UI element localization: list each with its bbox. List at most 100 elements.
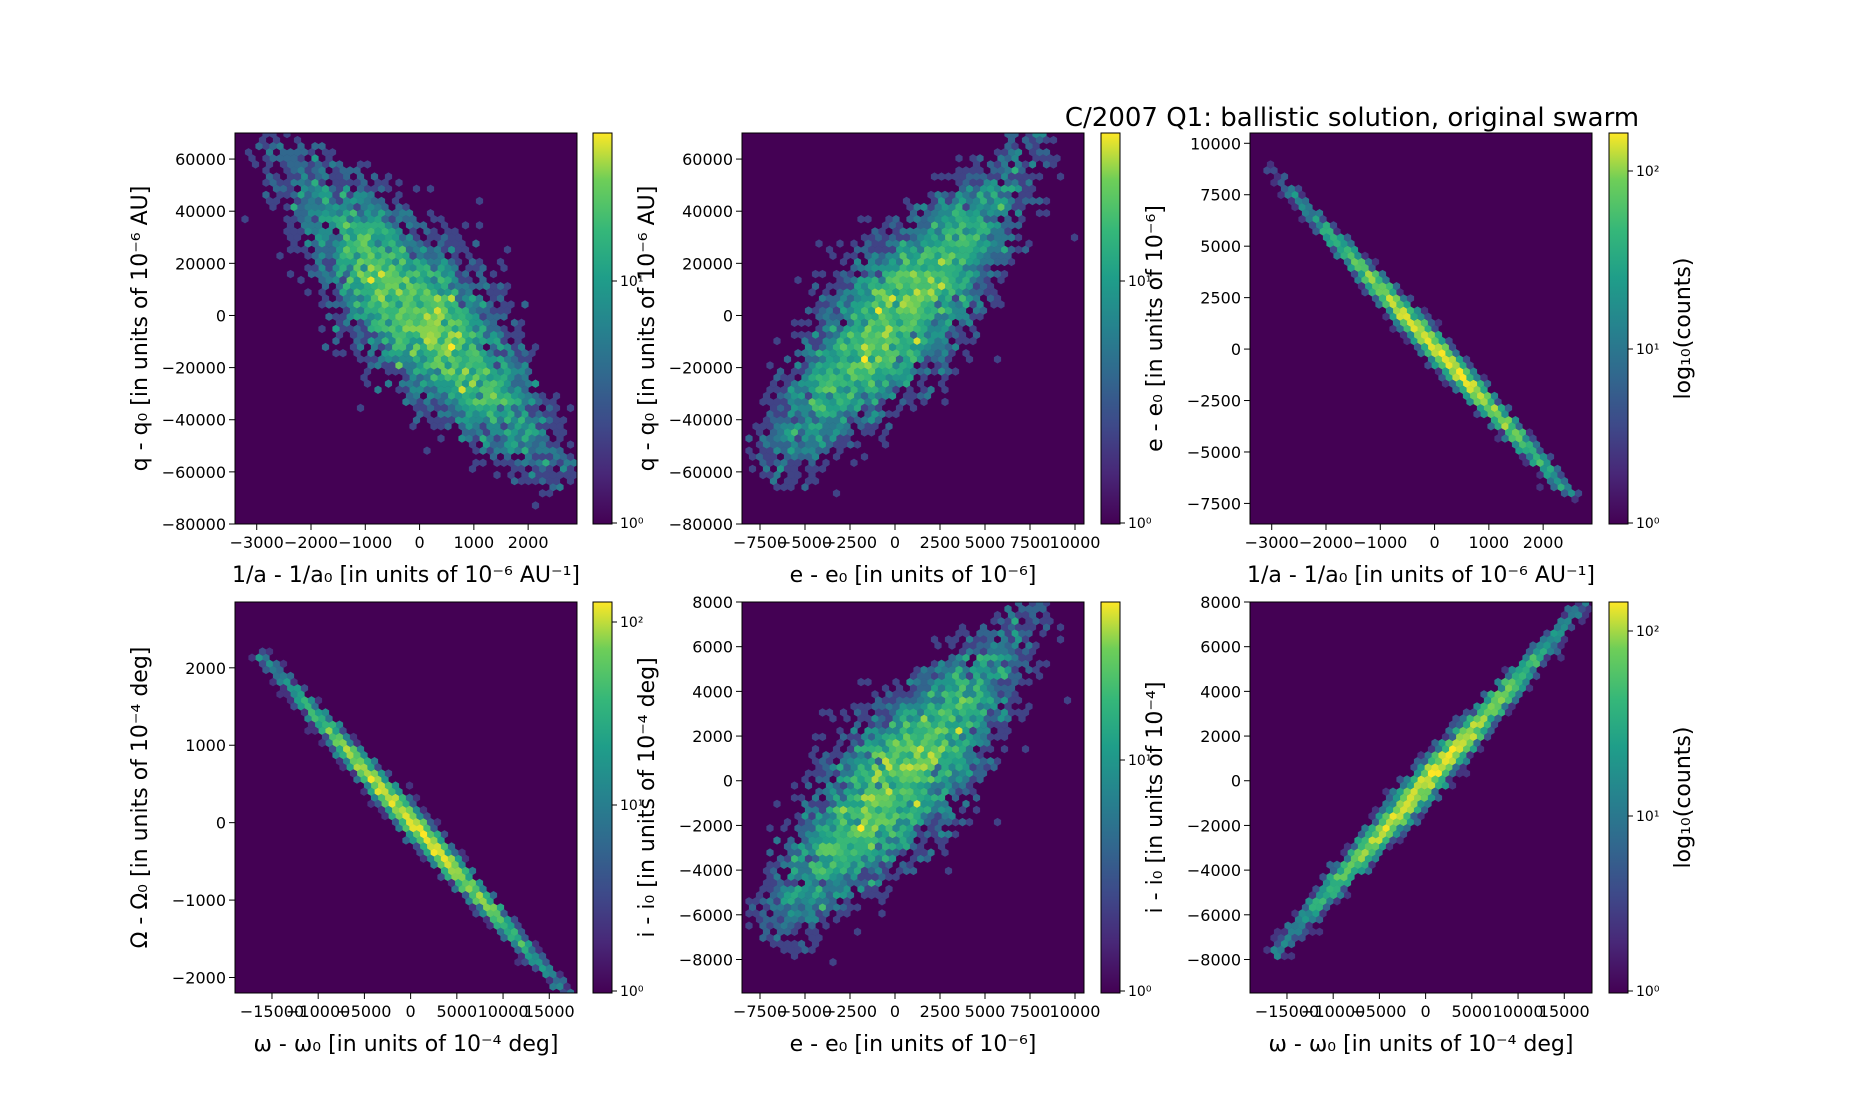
hexbin-cell (346, 251, 354, 260)
hexbin-cell (542, 970, 550, 979)
hexbin-cell (829, 958, 837, 967)
hexbin-cell (857, 677, 865, 687)
hexbin-cell (507, 434, 515, 443)
hexbin-cell (367, 202, 375, 212)
hexbin-cell (1004, 202, 1012, 212)
hexbin-cell (304, 166, 312, 175)
hexbin-cell (276, 142, 284, 151)
hexbin-cell (776, 939, 785, 949)
hexbin-cell (391, 793, 400, 802)
hexbin-cell (1273, 172, 1282, 181)
hexbin-cell (1319, 897, 1327, 906)
hexbin-cell (976, 239, 984, 248)
hexbin-cell (983, 677, 991, 687)
hexbin-cell (951, 269, 960, 279)
hexbin-cell (287, 124, 294, 132)
hexbin-cell (524, 416, 533, 425)
hexbin-cell (990, 690, 998, 699)
hexbin-cell (479, 884, 487, 894)
hexbin-cell (258, 135, 267, 145)
hexbin-cell (297, 227, 305, 236)
hexbin-cell (1368, 263, 1376, 273)
hexbin-cell (1000, 671, 1009, 681)
hexbin-cell (318, 275, 326, 285)
hexbin-cell (944, 330, 953, 340)
hexbin-cell (962, 775, 970, 784)
hexbin-cell (902, 842, 911, 851)
hexbin-cell (818, 757, 827, 766)
y-tick-label: 7500 (1200, 186, 1241, 205)
hexbin-cell (965, 221, 974, 230)
hexbin-cell (843, 251, 851, 260)
hexbin-cell (1389, 300, 1397, 309)
hexbin-cell (969, 751, 977, 760)
hexbin-cell (962, 677, 970, 687)
colorbar-label: log₁₀(counts) (1671, 258, 1696, 400)
hexbin-cell (857, 373, 865, 382)
hexbin-cell (321, 209, 330, 218)
hexbin-cell (878, 811, 886, 821)
hexbin-cell (1014, 659, 1023, 668)
hexbin-cell (881, 269, 890, 279)
hexbin-cell (762, 903, 771, 912)
hexbin-cell (514, 933, 522, 943)
hexbin-cell (412, 221, 421, 230)
hexbin-cell (871, 385, 879, 394)
hexbin-cell (1522, 653, 1530, 662)
hexbin-cell (1525, 671, 1534, 681)
hexbin-cell (1406, 330, 1415, 340)
hexbin-cell (346, 178, 354, 187)
hexbin-cell (335, 257, 344, 267)
hexbin-cell (321, 196, 330, 206)
hexbin-cell (899, 251, 907, 260)
hexbin-cell (328, 257, 337, 267)
x-tick-label: −5000 (1352, 1002, 1406, 1021)
hexbin-cell (283, 118, 290, 126)
hexbin-cell (1567, 489, 1576, 498)
hexbin-cell (874, 391, 883, 401)
hexbin-cell (1049, 160, 1058, 169)
y-tick-label: 20000 (682, 254, 733, 273)
hexbin-cell (818, 878, 827, 888)
hexbin-cell (986, 257, 995, 267)
hexbin-cell (307, 221, 316, 230)
hexbin-cell (843, 897, 851, 906)
hexbin-cell (1399, 805, 1408, 815)
hexbin-cell (304, 215, 312, 224)
hexbin-cell (902, 196, 911, 206)
hexbin-cell (892, 799, 900, 809)
hexbin-cell (920, 397, 928, 407)
hexbin-cell (335, 160, 344, 169)
hexbin-cell (272, 659, 281, 668)
hexbin-cell (1518, 440, 1527, 449)
hexbin-cell (801, 775, 809, 784)
hexbin-cell (402, 811, 410, 821)
hexbin-cell (1476, 744, 1485, 754)
hexbin-cell (1291, 202, 1299, 212)
hexbin-cell (846, 318, 855, 327)
hexbin-cell (1515, 434, 1523, 443)
hexbin-cell (444, 422, 452, 431)
hexbin-cell (521, 385, 529, 394)
hexbin-cell (342, 245, 351, 254)
hexbin-cell (542, 470, 550, 480)
hexbin-cell (1462, 744, 1471, 754)
hexbin-cell (822, 921, 830, 930)
hexbin-cell (1046, 617, 1054, 626)
hexbin-cell (465, 288, 473, 297)
hexbin-cell (1504, 428, 1513, 437)
hexbin-cell (986, 744, 995, 754)
hexbin-cell (1375, 811, 1383, 821)
hexbin-cell (1557, 483, 1565, 492)
hexbin-cell (493, 470, 501, 480)
hexbin-cell (1466, 397, 1474, 407)
hexbin-cell (902, 696, 911, 705)
hexbin-cell (776, 854, 785, 863)
y-tick-label: −2000 (679, 816, 733, 835)
hexbin-cell (874, 793, 883, 802)
hexbin-cell (965, 355, 974, 364)
hexbin-cell (1343, 854, 1352, 863)
hexbin-cell (1497, 428, 1506, 437)
hexbin-cell (444, 848, 452, 857)
hexbin-cell (325, 300, 333, 309)
